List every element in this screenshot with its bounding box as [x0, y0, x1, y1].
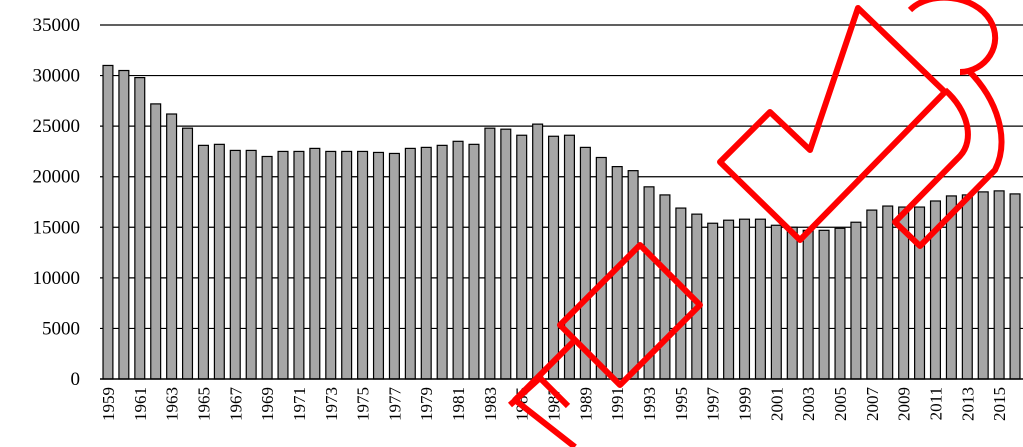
x-tick-label: 1977 [385, 387, 404, 422]
x-tick-label: 2013 [958, 387, 977, 421]
bar-1965 [199, 145, 209, 379]
bar-1984 [501, 129, 511, 379]
bar-2002 [787, 227, 797, 379]
bar-1999 [740, 219, 750, 379]
bar-1960 [119, 71, 129, 379]
x-tick-label: 2003 [799, 387, 818, 421]
bar-2005 [835, 228, 845, 379]
x-tick-label: 2015 [990, 387, 1009, 421]
x-tick-label: 1979 [417, 387, 436, 421]
bar-2012 [946, 196, 956, 379]
y-tick-label: 5000 [42, 318, 80, 339]
bar-2000 [755, 219, 765, 379]
bar-1970 [278, 151, 288, 379]
bar-1963 [167, 114, 177, 379]
bar-1967 [230, 150, 240, 379]
bar-1998 [724, 220, 734, 379]
x-tick-label: 1983 [481, 387, 500, 421]
bar-1975 [358, 151, 368, 379]
x-tick-label: 1993 [640, 387, 659, 421]
bar-1972 [310, 148, 320, 379]
watermark-stroke [910, 0, 995, 72]
x-tick-label: 2001 [767, 387, 786, 421]
bar-2001 [771, 225, 781, 379]
bar-1990 [596, 157, 606, 379]
y-tick-label: 35000 [33, 15, 81, 36]
bar-1985 [517, 135, 527, 379]
bar-1987 [549, 136, 559, 379]
bar-2007 [867, 210, 877, 379]
y-tick-label: 10000 [33, 268, 81, 289]
bar-2010 [915, 207, 925, 379]
bar-1962 [151, 104, 161, 379]
bar-1969 [262, 156, 272, 379]
bar-1978 [405, 148, 415, 379]
bar-1974 [342, 151, 352, 379]
y-tick-label: 20000 [33, 167, 81, 188]
bar-2008 [883, 206, 893, 379]
bar-1986 [533, 124, 543, 379]
x-tick-label: 1975 [354, 387, 373, 421]
bar-1971 [294, 151, 304, 379]
x-tick-label: 1959 [99, 387, 118, 421]
x-tick-label: 1969 [258, 387, 277, 421]
x-tick-label: 1991 [608, 387, 627, 421]
bar-1973 [326, 151, 336, 379]
bar-1976 [374, 152, 384, 379]
y-axis-ticks: 0 5000 10000 15000 20000 25000 30000 35000 [33, 15, 81, 390]
bar-1980 [437, 145, 447, 379]
x-tick-label: 1999 [736, 387, 755, 421]
y-tick-label: 15000 [33, 217, 81, 238]
x-tick-label: 1967 [226, 387, 245, 422]
x-tick-label: 1989 [576, 387, 595, 421]
x-tick-label: 2007 [863, 387, 882, 422]
bar-1992 [628, 171, 638, 379]
bars [103, 65, 1020, 379]
bar-2004 [819, 230, 829, 379]
bar-1966 [214, 144, 224, 379]
x-tick-label: 2009 [895, 387, 914, 421]
bar-1982 [469, 144, 479, 379]
bar-2015 [994, 191, 1004, 379]
x-tick-label: 1997 [704, 387, 723, 422]
x-tick-label: 1995 [672, 387, 691, 421]
x-tick-label: 1965 [194, 387, 213, 421]
x-tick-label: 1981 [449, 387, 468, 421]
bar-1968 [246, 150, 256, 379]
bar-1994 [660, 195, 670, 379]
bar-2014 [978, 192, 988, 379]
x-tick-label: 1961 [131, 387, 150, 421]
x-tick-label: 1971 [290, 387, 309, 421]
x-tick-label: 2011 [926, 387, 945, 420]
bar-1964 [183, 128, 193, 379]
y-tick-label: 25000 [33, 116, 81, 137]
bar-1977 [389, 153, 399, 379]
bar-1979 [421, 147, 431, 379]
x-tick-label: 1963 [163, 387, 182, 421]
y-tick-label: 0 [71, 369, 81, 390]
bar-2006 [851, 222, 861, 379]
bar-2003 [803, 230, 813, 379]
bar-1961 [135, 78, 145, 379]
bar-1981 [453, 141, 463, 379]
bar-1959 [103, 65, 113, 379]
bar-2016 [1010, 194, 1020, 379]
bar-1983 [485, 128, 495, 379]
bar-1997 [708, 223, 718, 379]
bar-2013 [962, 195, 972, 379]
x-tick-label: 1973 [322, 387, 341, 421]
x-tick-label: 2005 [831, 387, 850, 421]
y-tick-label: 30000 [33, 66, 81, 87]
